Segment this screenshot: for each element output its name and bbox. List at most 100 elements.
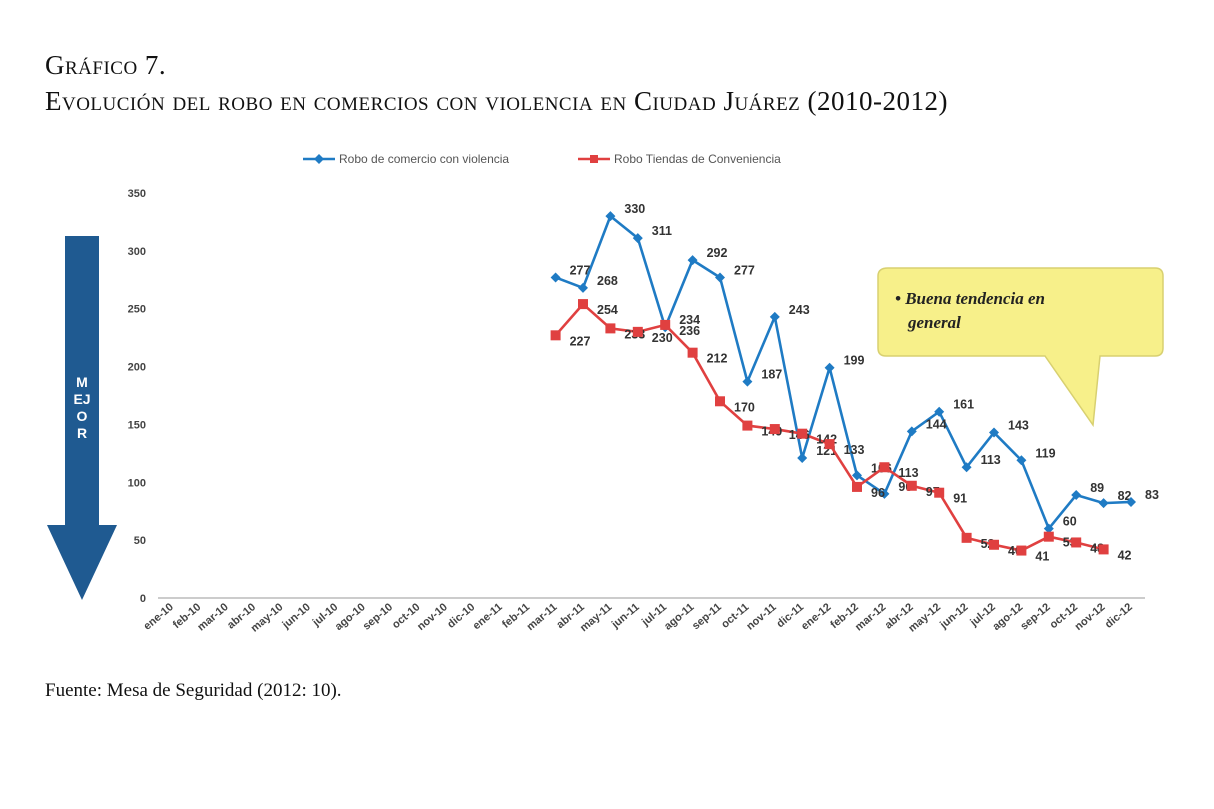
data-label: 133 [844,443,865,457]
x-tick-label: sep-10 [361,601,395,633]
data-label: 42 [1118,548,1132,562]
data-point [1016,455,1027,466]
y-tick-label: 50 [134,535,146,547]
data-label: 277 [570,263,591,277]
data-point [578,299,588,310]
legend-marker [314,154,324,164]
data-label: 243 [789,303,810,317]
data-point [1043,523,1054,534]
data-point [578,282,588,293]
data-point [1098,544,1109,555]
x-tick-label: jun-12 [937,601,970,632]
data-label: 91 [953,492,967,506]
data-label: 268 [597,274,618,288]
y-tick-label: 100 [128,477,146,489]
figure-subtitle: Evolución del robo en comercios con viol… [45,86,949,116]
data-point [989,427,999,438]
data-label: 82 [1118,489,1132,503]
data-point [934,406,945,417]
data-point [769,424,780,435]
arrow-label: MEJOR [73,374,91,441]
x-tick-label: dic-12 [1103,601,1135,631]
x-tick-label: ene-11 [471,601,505,632]
data-label: 83 [1145,488,1159,502]
callout: • Buena tendencia en general [877,267,1164,428]
x-tick-label: jun-11 [609,601,642,631]
data-label: 330 [624,202,645,216]
data-label: 254 [597,303,618,317]
legend-marker [590,155,598,163]
data-label: 96 [871,486,885,500]
x-tick-label: ago-12 [990,601,1025,633]
data-point [824,362,835,373]
figure-source: Fuente: Mesa de Seguridad (2012: 10). [45,680,342,701]
y-tick-label: 300 [128,246,146,258]
data-point [1071,537,1082,548]
y-tick-label: 200 [128,362,146,374]
data-point [934,487,945,498]
data-point [879,462,890,473]
data-point [852,481,862,492]
data-point [687,255,698,266]
x-tick-label: nov-12 [1073,601,1108,633]
data-label: 170 [734,400,755,414]
data-label: 227 [570,334,591,348]
x-tick-label: ago-11 [662,601,696,633]
x-tick-label: may-11 [578,601,614,634]
data-label: 113 [898,466,918,480]
data-point [550,330,561,341]
x-tick-label: nov-10 [415,601,450,633]
data-point [605,211,616,222]
legend-label: Robo de comercio con violencia [339,152,509,166]
data-label: 143 [1008,419,1029,433]
callout-text-2: general [907,313,961,332]
data-point [906,426,917,437]
x-tick-label: ene-12 [799,601,833,633]
data-point [1043,531,1054,542]
data-point [1016,545,1027,556]
data-point [742,420,753,431]
data-label: 199 [844,354,865,368]
x-tick-label: mar-12 [853,601,888,633]
data-label: 41 [1035,550,1049,564]
data-point [687,347,698,358]
data-point [797,452,808,463]
data-point [715,272,725,283]
x-tick-label: sep-12 [1018,601,1052,633]
data-label: 236 [679,324,700,338]
figure-title: Gráfico 7. [45,50,167,80]
y-tick-label: 350 [128,188,146,200]
data-label: 144 [926,417,947,431]
y-tick-label: 250 [128,304,146,316]
legend-label: Robo Tiendas de Conveniencia [614,152,781,166]
data-point [715,396,725,407]
data-label: 277 [734,263,755,277]
data-label: 113 [981,453,1001,467]
x-tick-label: mar-11 [525,601,560,633]
data-label: 234 [679,313,700,327]
data-point [824,439,835,450]
data-point [632,233,643,244]
data-point [550,272,561,283]
x-tick-label: jun-10 [280,601,313,632]
data-label: 60 [1063,515,1077,529]
data-label: 161 [953,398,974,412]
data-label: 187 [761,368,782,382]
data-point [961,532,972,543]
callout-text-1: • Buena tendencia en [895,289,1045,308]
data-point [1126,496,1136,507]
data-label: 230 [652,331,673,345]
data-point [605,323,616,334]
data-point [742,376,753,387]
data-point [1098,498,1109,509]
data-label: 212 [707,352,728,366]
data-point [989,539,999,550]
data-point [906,480,917,491]
x-tick-label: mar-10 [195,601,230,633]
data-label: 292 [707,246,728,260]
y-tick-label: 150 [128,419,146,431]
x-tick-label: nov-11 [744,601,778,633]
series-line [555,214,1132,532]
data-point [961,462,972,473]
